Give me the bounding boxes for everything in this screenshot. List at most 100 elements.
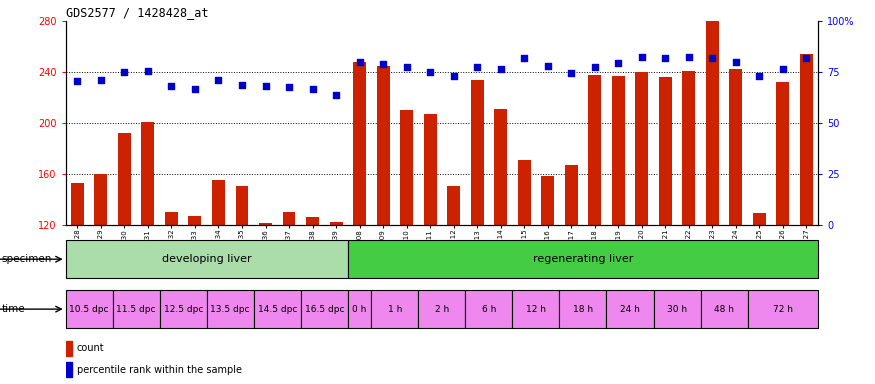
Bar [66,290,113,328]
Text: specimen: specimen [2,254,52,264]
Text: 13.5 dpc: 13.5 dpc [211,305,250,314]
Text: percentile rank within the sample: percentile rank within the sample [77,364,242,375]
Point [212,76,226,83]
Bar [354,62,366,225]
Text: GDS2577 / 1428428_at: GDS2577 / 1428428_at [66,6,208,19]
Bar [682,71,696,225]
Text: 0 h: 0 h [353,305,367,314]
Bar [371,290,418,328]
Point [376,61,390,68]
Point [729,59,743,65]
Text: 48 h: 48 h [714,305,734,314]
Bar [747,290,818,328]
Bar [659,77,672,225]
Point [282,84,296,90]
Bar [654,290,701,328]
Bar [306,217,319,225]
Bar [776,82,789,225]
Bar [400,110,413,225]
Point [400,64,414,70]
Text: 2 h: 2 h [435,305,449,314]
Bar [706,21,718,225]
Bar [188,216,201,225]
Bar [513,290,559,328]
Bar [518,160,530,225]
Text: time: time [2,304,25,314]
Text: 12 h: 12 h [526,305,546,314]
Point [800,55,814,61]
Bar [118,133,131,225]
Point [658,55,672,61]
Bar [235,187,248,225]
Bar [606,290,654,328]
Text: 1 h: 1 h [388,305,402,314]
Bar [494,109,507,225]
Bar [348,290,371,328]
Bar [424,114,437,225]
Text: 72 h: 72 h [773,305,793,314]
Text: 16.5 dpc: 16.5 dpc [304,305,344,314]
Point [164,83,178,89]
Bar [559,290,606,328]
Bar [800,54,813,225]
Point [588,64,602,70]
Point [564,70,578,76]
Point [141,68,155,74]
Point [258,83,272,89]
Bar [254,290,301,328]
Point [70,78,84,84]
Text: 12.5 dpc: 12.5 dpc [164,305,203,314]
Bar [206,290,254,328]
Point [94,76,108,83]
Bar [212,180,225,225]
Bar [348,240,818,278]
Bar [66,362,72,377]
Bar [66,240,348,278]
Bar [564,165,578,225]
Bar [418,290,466,328]
Text: regenerating liver: regenerating liver [533,254,634,264]
Point [188,86,202,92]
Point [612,60,626,66]
Bar [447,187,460,225]
Text: 24 h: 24 h [620,305,640,314]
Point [493,66,507,73]
Bar [471,79,484,225]
Point [117,69,131,75]
Point [446,73,460,79]
Bar [113,290,160,328]
Point [470,64,484,70]
Bar [752,213,766,225]
Point [634,54,648,60]
Text: 6 h: 6 h [482,305,496,314]
Bar [612,76,625,225]
Point [517,55,531,61]
Bar [466,290,513,328]
Text: 30 h: 30 h [667,305,687,314]
Bar [160,290,206,328]
Bar [588,74,601,225]
Point [541,63,555,69]
Point [235,82,249,88]
Bar [730,70,742,225]
Point [424,69,438,75]
Text: 14.5 dpc: 14.5 dpc [257,305,297,314]
Bar [330,222,342,225]
Text: 18 h: 18 h [573,305,593,314]
Bar [283,212,296,225]
Bar [301,290,348,328]
Bar [94,174,108,225]
Text: developing liver: developing liver [162,254,251,264]
Text: 10.5 dpc: 10.5 dpc [69,305,108,314]
Point [752,73,766,79]
Point [353,59,367,65]
Point [305,86,319,92]
Point [329,92,343,98]
Bar [376,66,389,225]
Bar [66,341,72,356]
Bar [701,290,747,328]
Text: count: count [77,343,104,354]
Bar [165,212,178,225]
Bar [542,176,554,225]
Point [776,66,790,73]
